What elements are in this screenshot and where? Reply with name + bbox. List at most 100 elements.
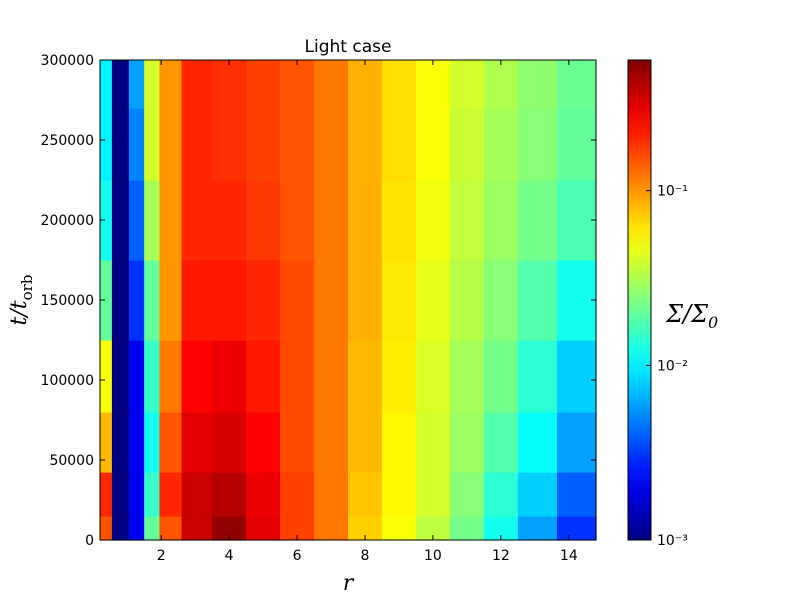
- colorbar-tick-label: 10⁻²: [657, 358, 688, 374]
- heatmap-cell: [159, 472, 183, 517]
- heatmap-cell: [246, 340, 281, 413]
- heatmap-cell: [128, 340, 145, 413]
- heatmap-cell: [415, 412, 451, 473]
- heatmap-cell: [212, 472, 247, 517]
- x-tick-label: 4: [225, 548, 234, 564]
- heatmap-cell: [280, 472, 315, 517]
- heatmap-cell: [100, 60, 113, 109]
- heatmap-cell: [128, 260, 145, 341]
- heatmap-cell: [246, 108, 281, 181]
- heatmap-cell: [212, 260, 247, 341]
- heatmap-cell: [128, 516, 145, 541]
- heatmap-cell: [517, 516, 558, 541]
- heatmap-cell: [280, 340, 315, 413]
- heatmap: [100, 60, 597, 541]
- heatmap-cell: [144, 180, 161, 261]
- heatmap-cell: [381, 412, 417, 473]
- heatmap-cell: [483, 108, 519, 181]
- colorbar: [627, 59, 652, 541]
- chart-title: Light case: [305, 37, 392, 57]
- heatmap-cell: [381, 472, 417, 517]
- heatmap-cell: [212, 180, 247, 261]
- heatmap-cell: [181, 260, 213, 341]
- heatmap-cell: [381, 180, 417, 261]
- heatmap-cell: [144, 340, 161, 413]
- colorbar-tick-label: 10⁻¹: [657, 184, 688, 200]
- heatmap-cell: [314, 412, 349, 473]
- heatmap-cell: [100, 260, 113, 341]
- heatmap-cell: [556, 472, 597, 517]
- heatmap-cell: [159, 260, 183, 341]
- heatmap-cell: [556, 260, 597, 341]
- heatmap-cell: [449, 472, 485, 517]
- heatmap-cell: [246, 260, 281, 341]
- y-tick-label: 50000: [49, 453, 94, 469]
- heatmap-cell: [280, 180, 315, 261]
- heatmap-cell: [314, 340, 349, 413]
- x-tick-label: 2: [157, 548, 166, 564]
- colorbar-tick-label: 10⁻³: [657, 533, 688, 549]
- x-tick-label: 12: [492, 548, 510, 564]
- heatmap-cell: [144, 516, 161, 541]
- heatmap-cell: [449, 340, 485, 413]
- heatmap-cell: [246, 180, 281, 261]
- heatmap-cell: [517, 472, 558, 517]
- heatmap-cell: [111, 108, 130, 181]
- heatmap-cell: [381, 60, 417, 109]
- heatmap-cell: [111, 260, 130, 341]
- x-tick-label: 10: [424, 548, 442, 564]
- heatmap-cell: [483, 472, 519, 517]
- heatmap-cell: [483, 340, 519, 413]
- heatmap-cell: [100, 108, 113, 181]
- heatmap-cell: [111, 516, 130, 541]
- heatmap-cell: [111, 412, 130, 473]
- x-axis-label: r: [343, 571, 355, 596]
- heatmap-cell: [314, 516, 349, 541]
- y-tick-label: 0: [85, 533, 94, 549]
- heatmap-cell: [144, 60, 161, 109]
- heatmap-cell: [381, 260, 417, 341]
- heatmap-cell: [100, 340, 113, 413]
- heatmap-cell: [556, 180, 597, 261]
- heatmap-cell: [348, 472, 383, 517]
- y-tick-label: 100000: [41, 373, 94, 389]
- heatmap-cell: [144, 260, 161, 341]
- y-axis-label: t/torb: [7, 275, 36, 326]
- heatmap-cell: [246, 516, 281, 541]
- heatmap-cell: [556, 108, 597, 181]
- heatmap-cell: [517, 180, 558, 261]
- heatmap-cell: [111, 180, 130, 261]
- heatmap-cell: [348, 340, 383, 413]
- x-tick-label: 8: [361, 548, 370, 564]
- heatmap-cell: [111, 60, 130, 109]
- heatmap-cell: [159, 180, 183, 261]
- heatmap-cell: [144, 412, 161, 473]
- heatmap-cell: [212, 60, 247, 109]
- heatmap-cell: [517, 412, 558, 473]
- heatmap-cell: [449, 108, 485, 181]
- heatmap-cell: [181, 108, 213, 181]
- heatmap-cell: [415, 108, 451, 181]
- heatmap-cell: [415, 340, 451, 413]
- heatmap-cell: [181, 340, 213, 413]
- heatmap-cell: [381, 340, 417, 413]
- y-tick-label: 150000: [41, 293, 94, 309]
- heatmap-cell: [415, 60, 451, 109]
- heatmap-cell: [128, 60, 145, 109]
- heatmap-cell: [280, 412, 315, 473]
- heatmap-cell: [449, 60, 485, 109]
- heatmap-cell: [449, 260, 485, 341]
- heatmap-cell: [280, 260, 315, 341]
- heatmap-cell: [181, 516, 213, 541]
- heatmap-cell: [111, 340, 130, 413]
- heatmap-cell: [415, 472, 451, 517]
- heatmap-cell: [517, 60, 558, 109]
- heatmap-cell: [483, 260, 519, 341]
- heatmap-cell: [100, 180, 113, 261]
- colorbar-label-main: Σ/Σ: [665, 300, 709, 328]
- colorbar-label: Σ/Σ0: [665, 300, 718, 332]
- heatmap-cell: [483, 412, 519, 473]
- heatmap-cell: [212, 108, 247, 181]
- heatmap-cell: [212, 340, 247, 413]
- y-axis-label-main: t/t: [7, 300, 32, 325]
